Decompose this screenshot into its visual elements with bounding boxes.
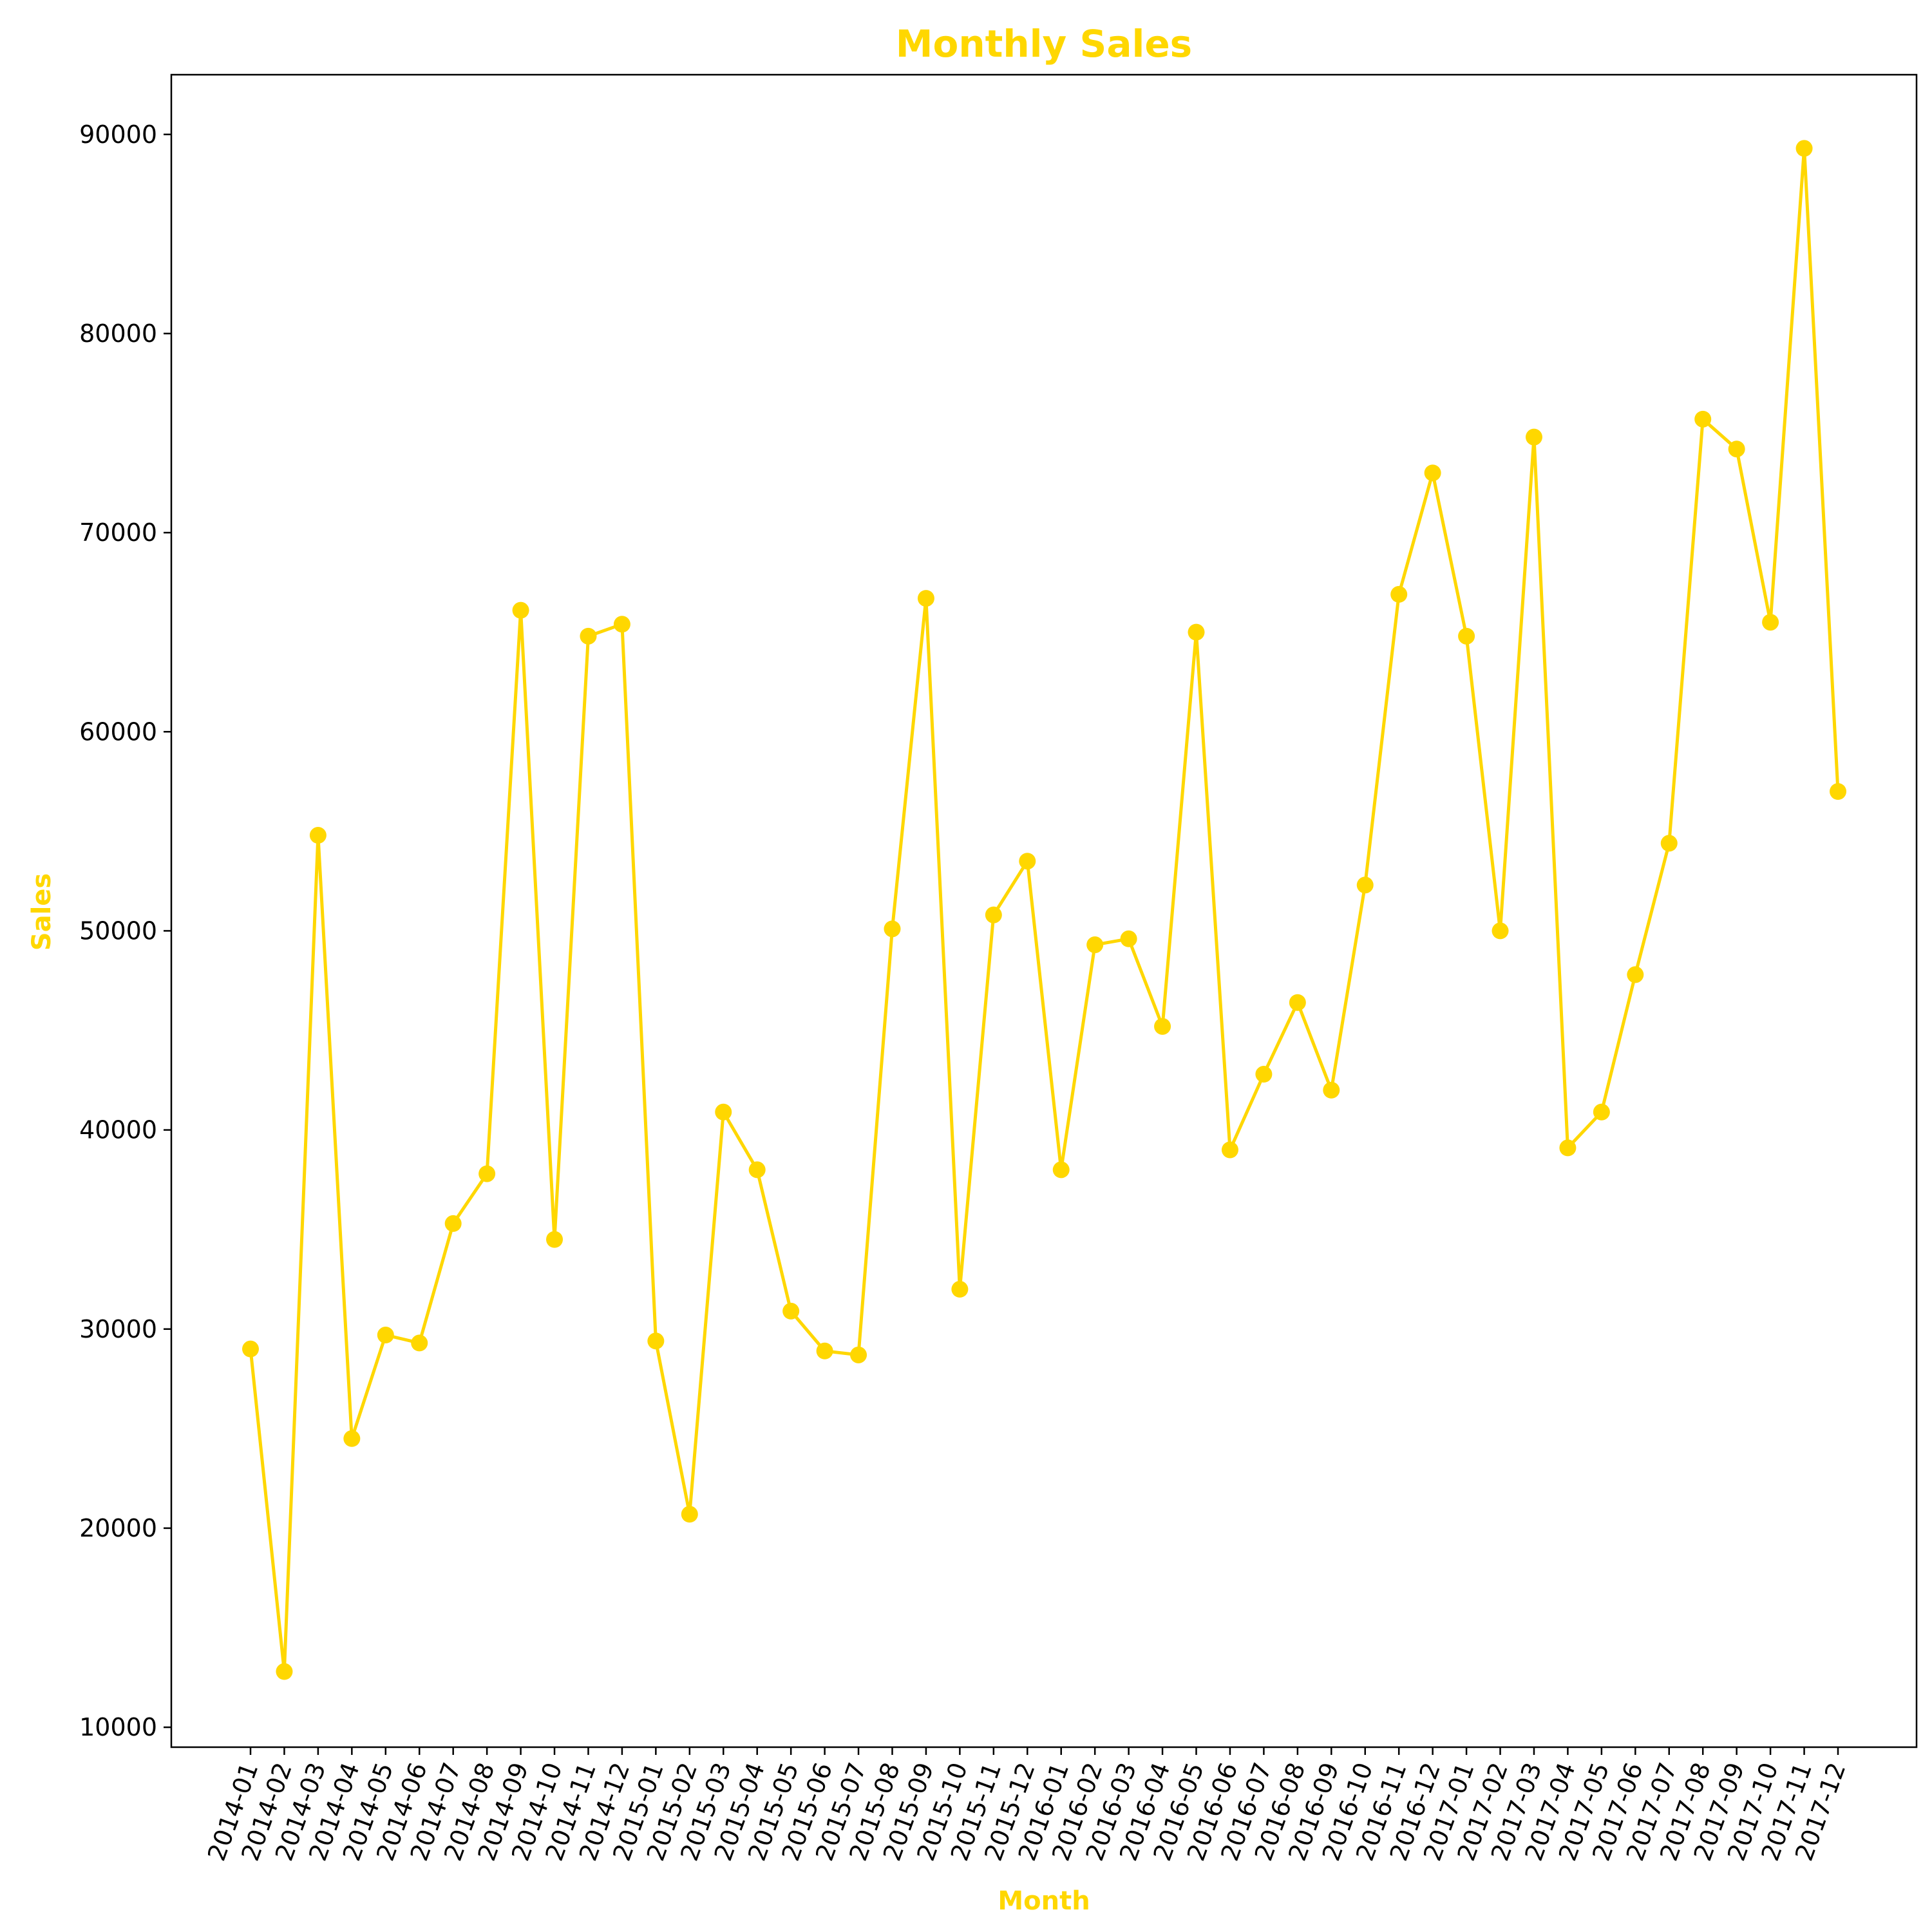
data-point: [1694, 410, 1712, 428]
data-point: [1627, 966, 1644, 983]
data-point: [1458, 627, 1475, 645]
data-point: [1728, 440, 1745, 458]
data-point: [276, 1663, 293, 1680]
data-point: [343, 1430, 361, 1447]
data-point: [1559, 1139, 1577, 1157]
data-point: [1255, 1066, 1273, 1083]
data-point: [377, 1327, 394, 1344]
data-point: [1492, 922, 1509, 940]
y-tick-label: 70000: [79, 518, 157, 547]
data-point: [580, 627, 597, 645]
chart-title: Monthly Sales: [896, 22, 1192, 66]
data-point: [1424, 464, 1441, 482]
data-point: [748, 1161, 766, 1179]
y-tick-label: 40000: [79, 1116, 157, 1144]
y-tick-label: 80000: [79, 319, 157, 348]
data-point: [1188, 623, 1205, 641]
data-point: [613, 616, 630, 633]
data-point: [1660, 835, 1678, 852]
plot-area: [242, 140, 1846, 1680]
data-point: [1289, 994, 1306, 1011]
data-point: [782, 1302, 800, 1320]
data-point: [1356, 876, 1374, 894]
data-point: [884, 920, 901, 938]
y-axis-label: Sales: [27, 873, 57, 951]
y-tick-label: 30000: [79, 1315, 157, 1343]
data-point: [985, 906, 1002, 923]
data-point: [444, 1215, 462, 1232]
y-tick-label: 50000: [79, 916, 157, 945]
data-point: [1323, 1081, 1340, 1099]
data-point: [1762, 614, 1779, 631]
data-point: [1795, 140, 1813, 157]
data-point: [1019, 853, 1036, 870]
data-point: [1086, 936, 1104, 954]
y-tick-label: 20000: [79, 1514, 157, 1542]
data-point: [1593, 1103, 1610, 1121]
data-point: [1830, 783, 1846, 800]
data-point: [917, 590, 934, 607]
data-point: [1052, 1161, 1070, 1179]
data-point: [1525, 428, 1542, 446]
y-tick-label: 90000: [79, 120, 157, 149]
y-tick-label: 60000: [79, 717, 157, 746]
data-point: [951, 1280, 969, 1298]
data-point: [546, 1231, 564, 1248]
y-axis-ticks: 10000 20000 30000 40000 50000 60000 70000 80000…: [79, 120, 171, 1741]
data-point: [715, 1103, 732, 1121]
x-axis-ticks: 2014-012014-022014-032014-042014-052014-…: [202, 1747, 1851, 1864]
data-point: [512, 601, 529, 619]
data-point: [647, 1332, 665, 1350]
data-point: [1390, 585, 1408, 603]
x-axis-label: Month: [998, 1886, 1090, 1916]
data-point: [309, 827, 327, 844]
data-point: [850, 1346, 867, 1363]
y-tick-label: 10000: [79, 1713, 157, 1741]
data-point: [478, 1165, 496, 1182]
data-point: [1221, 1141, 1238, 1159]
plot-frame: [170, 73, 1918, 1748]
data-point: [1120, 930, 1137, 947]
data-point: [816, 1342, 833, 1359]
data-point: [1154, 1018, 1171, 1035]
data-point: [242, 1340, 259, 1358]
data-point: [681, 1506, 698, 1523]
data-point: [411, 1334, 428, 1352]
